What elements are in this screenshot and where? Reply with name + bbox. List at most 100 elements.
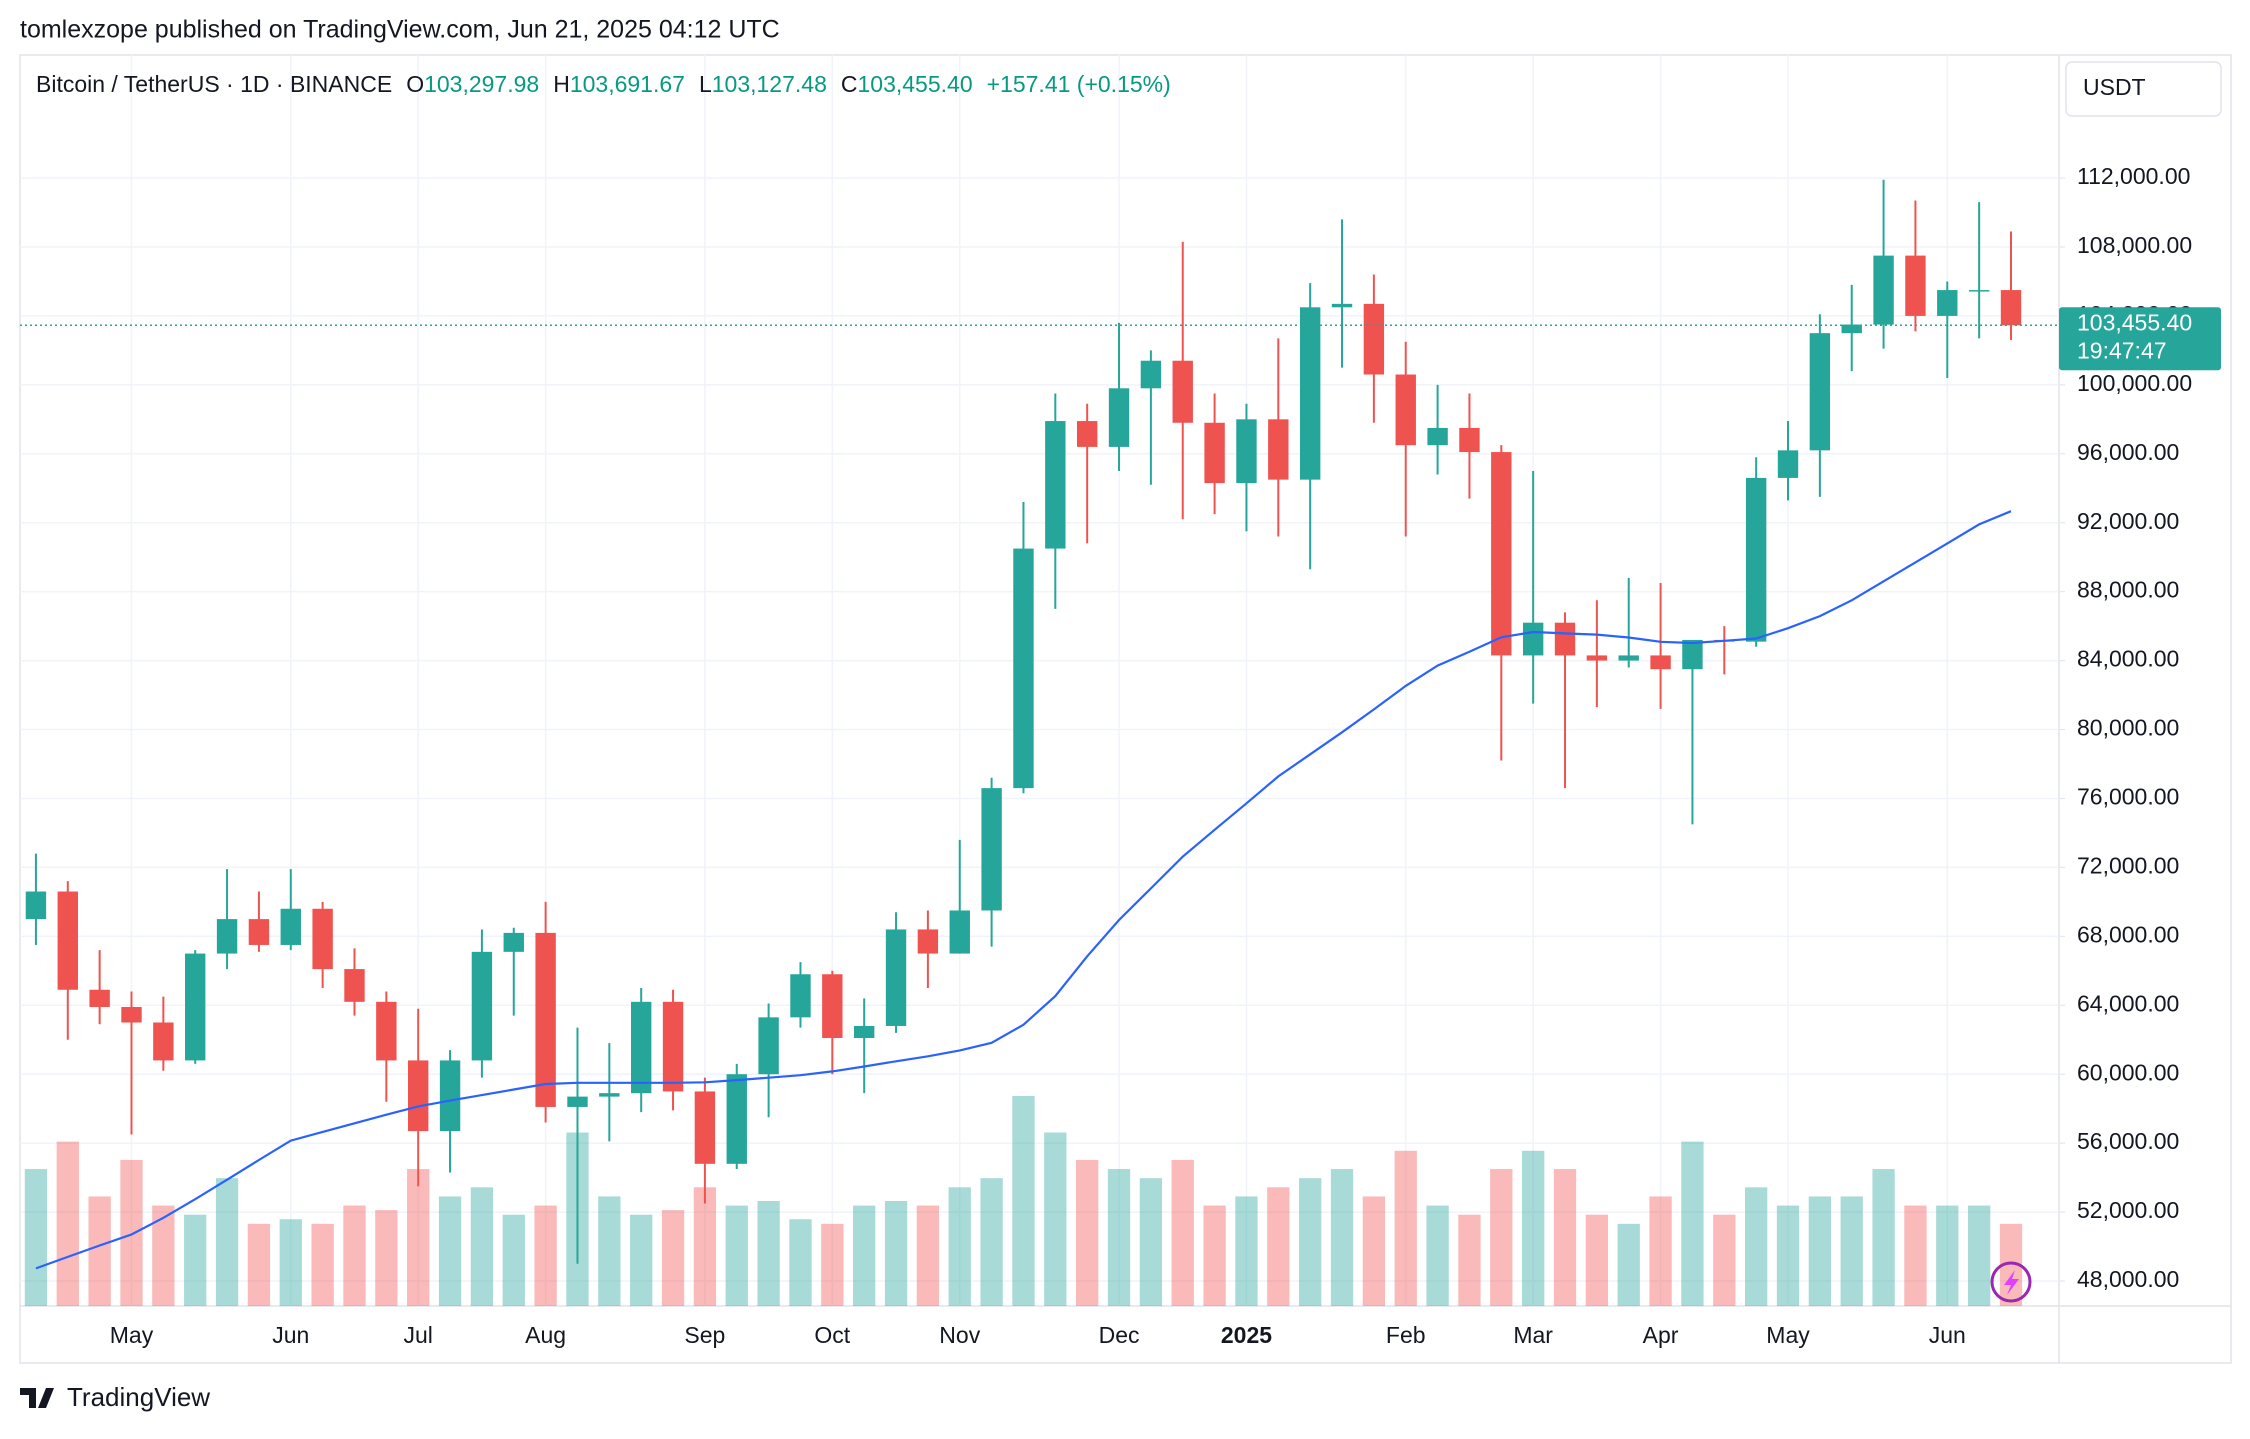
x-tick-label: 2025 — [1221, 1322, 1272, 1348]
candle-body — [1841, 324, 1862, 334]
y-tick-label: 96,000.00 — [2077, 439, 2179, 465]
volume-bar — [661, 1210, 685, 1306]
icon-ring — [1990, 1261, 2032, 1303]
volume-bar — [1649, 1196, 1672, 1306]
candle-body — [790, 974, 811, 1018]
volume-bar — [598, 1196, 621, 1306]
x-tick-label: Dec — [1099, 1322, 1140, 1348]
candle-body — [1522, 622, 1544, 656]
volume-bar — [534, 1205, 557, 1306]
candle-body — [1968, 290, 1990, 292]
y-tick-label: 68,000.00 — [2077, 921, 2179, 947]
volume-bar — [725, 1205, 748, 1306]
candle-body — [1682, 639, 1703, 670]
y-tick-label: 88,000.00 — [2077, 577, 2179, 603]
volume-bar — [980, 1178, 1003, 1306]
volume-bar — [1139, 1178, 1163, 1306]
candle-body — [57, 891, 78, 990]
candle-body — [1140, 360, 1162, 389]
candle-body — [1076, 421, 1098, 447]
price-tag-countdown: 19:47:47 — [2077, 337, 2167, 363]
volume-bar — [502, 1214, 525, 1306]
volume-bar — [821, 1223, 844, 1306]
volume-bar — [279, 1219, 302, 1306]
candle-body — [216, 919, 238, 954]
price-tag-price: 103,455.40 — [2077, 309, 2192, 335]
volume-bar — [1044, 1132, 1067, 1306]
currency-button[interactable] — [2065, 61, 2222, 117]
price-tag-box — [2059, 307, 2221, 371]
symbol: Bitcoin / TetherUS · 1D · BINANCE — [36, 71, 392, 97]
candle-body — [280, 908, 301, 945]
volume-bar — [375, 1210, 398, 1306]
close-value: 103,455.40 — [858, 71, 973, 97]
volume-bar — [1840, 1196, 1863, 1306]
volume-bar — [1936, 1205, 1959, 1306]
open-value: 103,297.98 — [424, 71, 539, 97]
y-tick-label: 92,000.00 — [2077, 508, 2179, 534]
volume-bar — [853, 1205, 876, 1306]
candle-body — [153, 1022, 174, 1061]
candle-body — [822, 974, 843, 1039]
candle-body — [1045, 421, 1066, 549]
candle-body — [1459, 427, 1480, 453]
high-label: H — [553, 71, 570, 97]
candle-body — [1873, 255, 1894, 325]
y-tick-label: 76,000.00 — [2077, 784, 2179, 810]
volume-bar — [916, 1205, 940, 1306]
candle-body — [1427, 427, 1448, 446]
candle-body — [1586, 655, 1608, 661]
volume-bar — [1522, 1150, 1545, 1306]
volume-bar — [1585, 1214, 1609, 1306]
x-tick-label: Feb — [1386, 1322, 1426, 1348]
volume-bar — [1745, 1187, 1768, 1306]
candle-body — [694, 1091, 716, 1164]
volume-bar — [56, 1141, 79, 1306]
volume-bar — [1107, 1169, 1131, 1306]
candle-body — [1236, 419, 1257, 484]
candle-body — [248, 919, 270, 945]
candle-body — [1204, 422, 1225, 484]
x-tick-label: Aug — [525, 1322, 566, 1348]
volume-bar — [1426, 1205, 1449, 1306]
candle-body — [1650, 655, 1671, 670]
volume-bar — [884, 1201, 908, 1306]
snapshot-icon[interactable] — [1990, 1261, 2032, 1303]
candle-body — [853, 1025, 875, 1039]
volume-bar — [1808, 1196, 1832, 1306]
header-text: Bitcoin / TetherUS · 1D · BINANCE O103,29… — [36, 71, 1171, 97]
volume-bar — [693, 1187, 717, 1306]
low-label: L — [699, 71, 712, 97]
grid — [20, 55, 2059, 1306]
candle-body — [1363, 303, 1385, 375]
x-tick-label: Mar — [1513, 1322, 1553, 1348]
volume-bar — [1203, 1205, 1226, 1306]
volume-bar — [470, 1187, 494, 1306]
legend-header: Bitcoin / TetherUS · 1D · BINANCE O103,29… — [36, 71, 1171, 97]
candle-body — [1618, 655, 1639, 661]
volume-bar — [1553, 1169, 1577, 1306]
volume-bar — [1394, 1150, 1417, 1306]
volume-bar — [1776, 1205, 1800, 1306]
x-tick-label: May — [110, 1322, 154, 1348]
y-tick-label: 80,000.00 — [2077, 715, 2179, 741]
volume-bar — [1458, 1214, 1481, 1306]
chart-frame — [19, 54, 2232, 1364]
x-tick-label: Sep — [684, 1322, 725, 1348]
candle-body — [2000, 290, 2022, 326]
volume-bar — [1171, 1159, 1194, 1306]
currency-label: USDT — [2083, 74, 2146, 100]
candle-body — [1172, 360, 1193, 423]
moving-average — [35, 510, 2012, 1270]
y-tick-label: 112,000.00 — [2077, 163, 2190, 189]
volume-bar — [311, 1223, 334, 1306]
candle-body — [121, 1006, 142, 1023]
x-tick-label: Nov — [939, 1322, 980, 1348]
change-value: +157.41 (+0.15%) — [987, 71, 1171, 97]
candle-body — [630, 1001, 652, 1094]
volume-bar — [1617, 1223, 1640, 1306]
volume-bar — [1076, 1159, 1099, 1306]
candle-body — [1554, 622, 1576, 656]
candle-body — [981, 788, 1002, 911]
